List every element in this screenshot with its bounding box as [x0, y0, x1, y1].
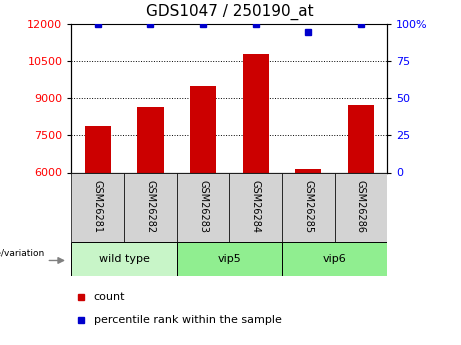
Text: wild type: wild type: [99, 254, 149, 264]
Bar: [190, 86, 216, 172]
Bar: [177, 172, 229, 242]
Text: GSM26285: GSM26285: [303, 180, 313, 234]
Bar: [348, 105, 374, 172]
Text: count: count: [94, 293, 125, 302]
Bar: [282, 172, 335, 242]
Text: GSM26282: GSM26282: [145, 180, 155, 234]
Text: GSM26283: GSM26283: [198, 180, 208, 234]
Title: GDS1047 / 250190_at: GDS1047 / 250190_at: [146, 4, 313, 20]
Text: vip5: vip5: [218, 254, 241, 264]
Text: GSM26281: GSM26281: [93, 180, 103, 234]
Text: GSM26286: GSM26286: [356, 180, 366, 234]
Text: percentile rank within the sample: percentile rank within the sample: [94, 315, 281, 325]
Bar: [229, 172, 282, 242]
Bar: [85, 126, 111, 172]
Bar: [242, 54, 269, 172]
Bar: [71, 241, 177, 276]
Bar: [71, 172, 124, 242]
Text: GSM26284: GSM26284: [251, 180, 260, 234]
Bar: [335, 172, 387, 242]
Bar: [177, 241, 282, 276]
Text: vip6: vip6: [323, 254, 347, 264]
Bar: [124, 172, 177, 242]
Bar: [137, 107, 164, 172]
Bar: [282, 241, 387, 276]
Bar: [295, 169, 321, 172]
Text: genotype/variation: genotype/variation: [0, 249, 44, 258]
